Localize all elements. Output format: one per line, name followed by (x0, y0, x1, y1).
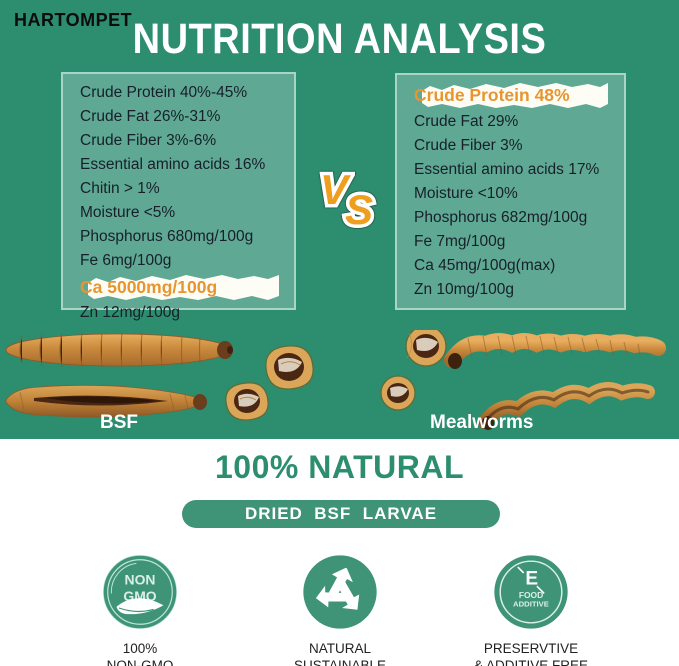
svg-text:FOOD: FOOD (519, 590, 543, 600)
svg-text:E: E (525, 569, 538, 590)
svg-text:NON: NON (125, 572, 156, 588)
svg-text:ADDITIVE: ADDITIVE (513, 600, 549, 609)
